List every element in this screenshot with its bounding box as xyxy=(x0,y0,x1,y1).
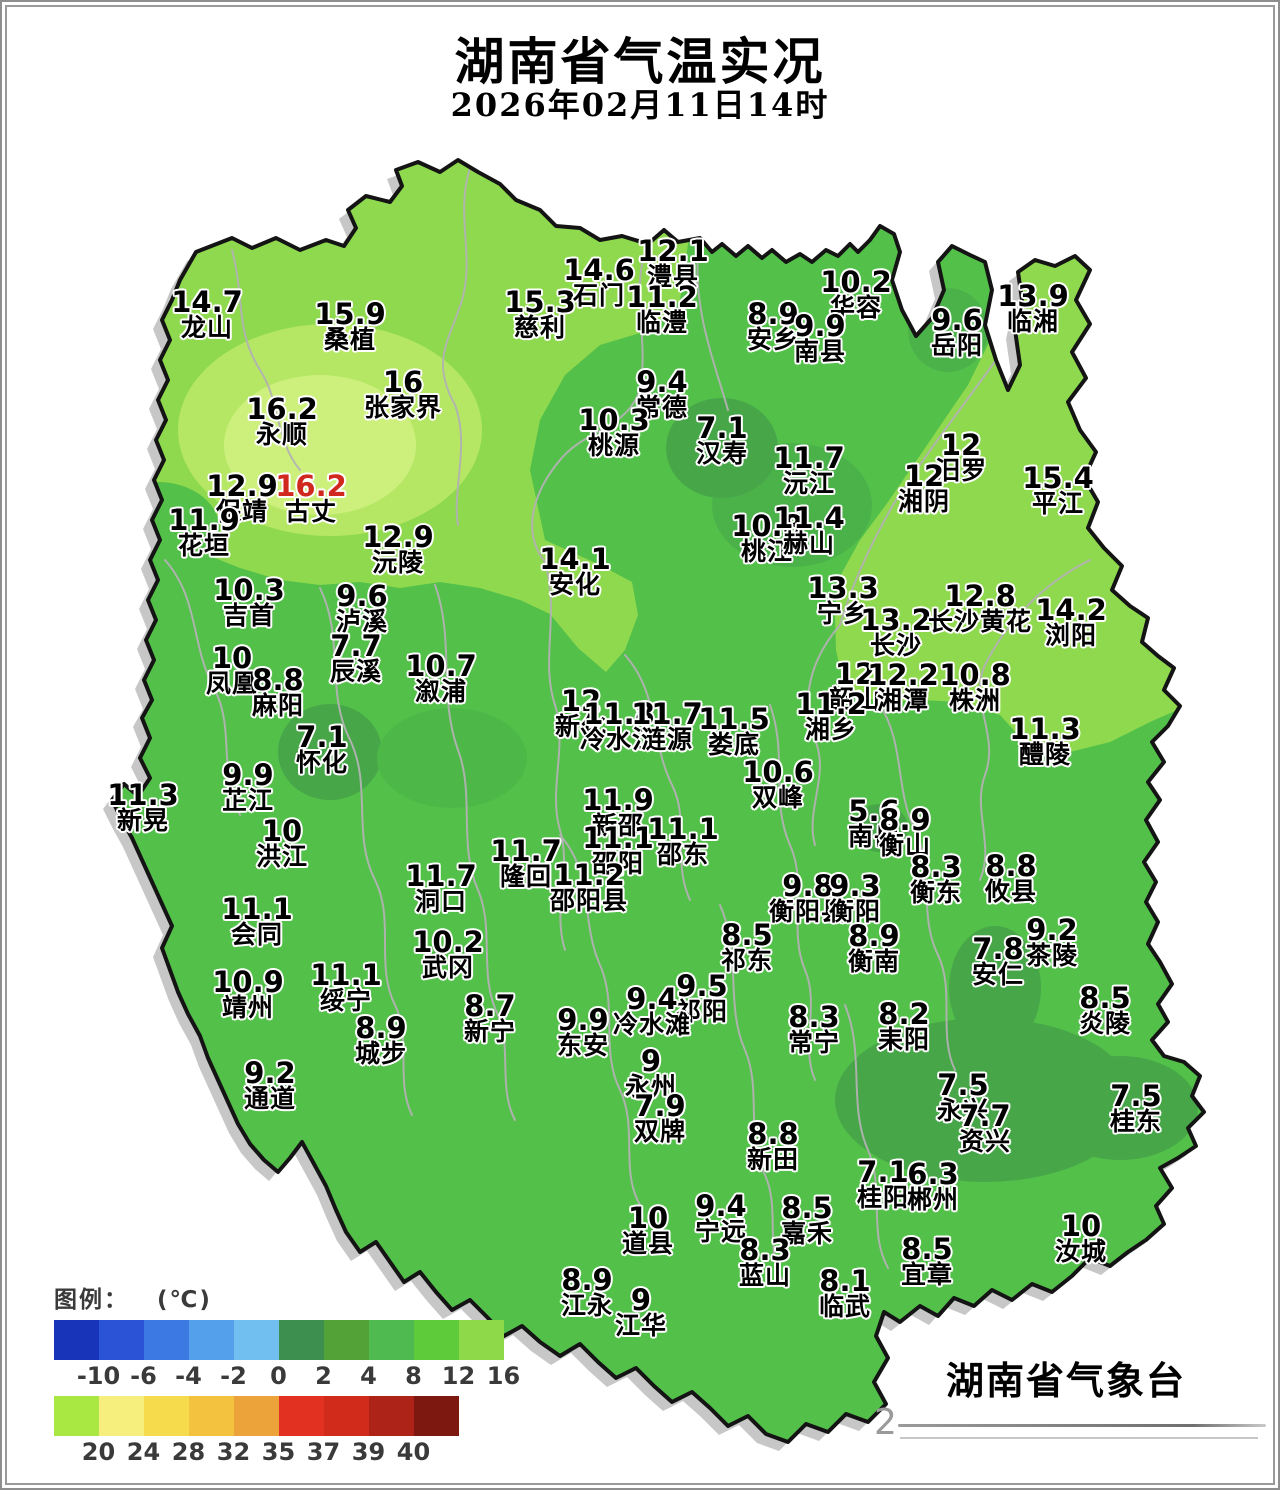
legend-tick-label: 35 xyxy=(261,1438,296,1466)
legend-tick-label: 2 xyxy=(315,1362,332,1390)
legend-color-cell xyxy=(54,1320,99,1360)
legend-color-cell xyxy=(414,1320,459,1360)
legend-tick-label: 28 xyxy=(171,1438,206,1466)
legend-labels-row1: -10 -6 -4 -2 0 2 4 8 12 16 xyxy=(54,1360,520,1390)
legend-tick-label: 37 xyxy=(306,1438,341,1466)
legend-tick-label: 24 xyxy=(126,1438,161,1466)
legend-tick-label: 0 xyxy=(270,1362,287,1390)
legend-title: 图例： (℃) xyxy=(54,1280,504,1314)
region-dark-nanyue xyxy=(852,804,908,852)
legend-tick-label: -4 xyxy=(175,1362,202,1390)
legend-color-cell xyxy=(369,1396,414,1436)
legend-color-cell xyxy=(144,1396,189,1436)
legend-color-cell xyxy=(189,1320,234,1360)
legend-color-cell xyxy=(324,1396,369,1436)
legend-color-cell xyxy=(279,1320,324,1360)
watermark-line xyxy=(898,1424,1266,1427)
temperature-legend: 图例： (℃) -10 -6 -4 -2 0 2 4 8 12 16 20 24 28 32 35 37 39… xyxy=(54,1280,520,1466)
legend-unit: (℃) xyxy=(157,1287,212,1313)
legend-tick-label: 16 xyxy=(486,1362,521,1390)
watermark-mark: 2 xyxy=(874,1402,897,1443)
legend-tick-label: 39 xyxy=(351,1438,386,1466)
region-dark-hanshou xyxy=(666,398,778,498)
legend-labels-row2: 20 24 28 32 35 37 39 40 xyxy=(54,1436,504,1466)
page-title: 湖南省气温实况 xyxy=(454,32,826,91)
legend-color-cell xyxy=(189,1396,234,1436)
legend-color-cell xyxy=(234,1396,279,1436)
legend-color-cell xyxy=(144,1320,189,1360)
legend-tick-label: 8 xyxy=(405,1362,422,1390)
legend-tick-label: -6 xyxy=(130,1362,157,1390)
legend-colorbar-row2 xyxy=(54,1396,504,1436)
region-dark-guidong xyxy=(1042,1056,1198,1160)
legend-colorbar-row1 xyxy=(54,1320,504,1360)
legend-tick-label: -2 xyxy=(220,1362,247,1390)
legend-color-cell xyxy=(414,1396,459,1436)
legend-color-cell xyxy=(54,1396,99,1436)
legend-color-cell xyxy=(99,1320,144,1360)
legend-tick-label: 40 xyxy=(396,1438,431,1466)
legend-color-cell xyxy=(459,1320,504,1360)
watermark-line-2 xyxy=(900,1437,1258,1439)
legend-tick-label: -10 xyxy=(76,1362,121,1390)
page-subtitle: 2026年02月11日14时 xyxy=(450,86,830,124)
legend-color-cell xyxy=(99,1396,144,1436)
legend-tick-label: 4 xyxy=(360,1362,377,1390)
legend-color-cell xyxy=(279,1396,324,1436)
legend-tick-label xyxy=(436,1436,481,1466)
legend-tick-label: 20 xyxy=(81,1438,116,1466)
legend-color-cell xyxy=(369,1320,414,1360)
legend-tick-label: 32 xyxy=(216,1438,251,1466)
legend-color-cell xyxy=(234,1320,279,1360)
county-borders xyxy=(164,167,1091,1281)
region-dark-huaihua xyxy=(278,704,382,800)
legend-label: 图例： xyxy=(54,1287,129,1313)
region-lightest-core xyxy=(224,375,416,515)
agency-credit: 湖南省气象台 xyxy=(946,1358,1187,1403)
legend-color-cell xyxy=(324,1320,369,1360)
region-dark-xupu xyxy=(377,708,527,808)
legend-tick-label: 12 xyxy=(441,1362,476,1390)
